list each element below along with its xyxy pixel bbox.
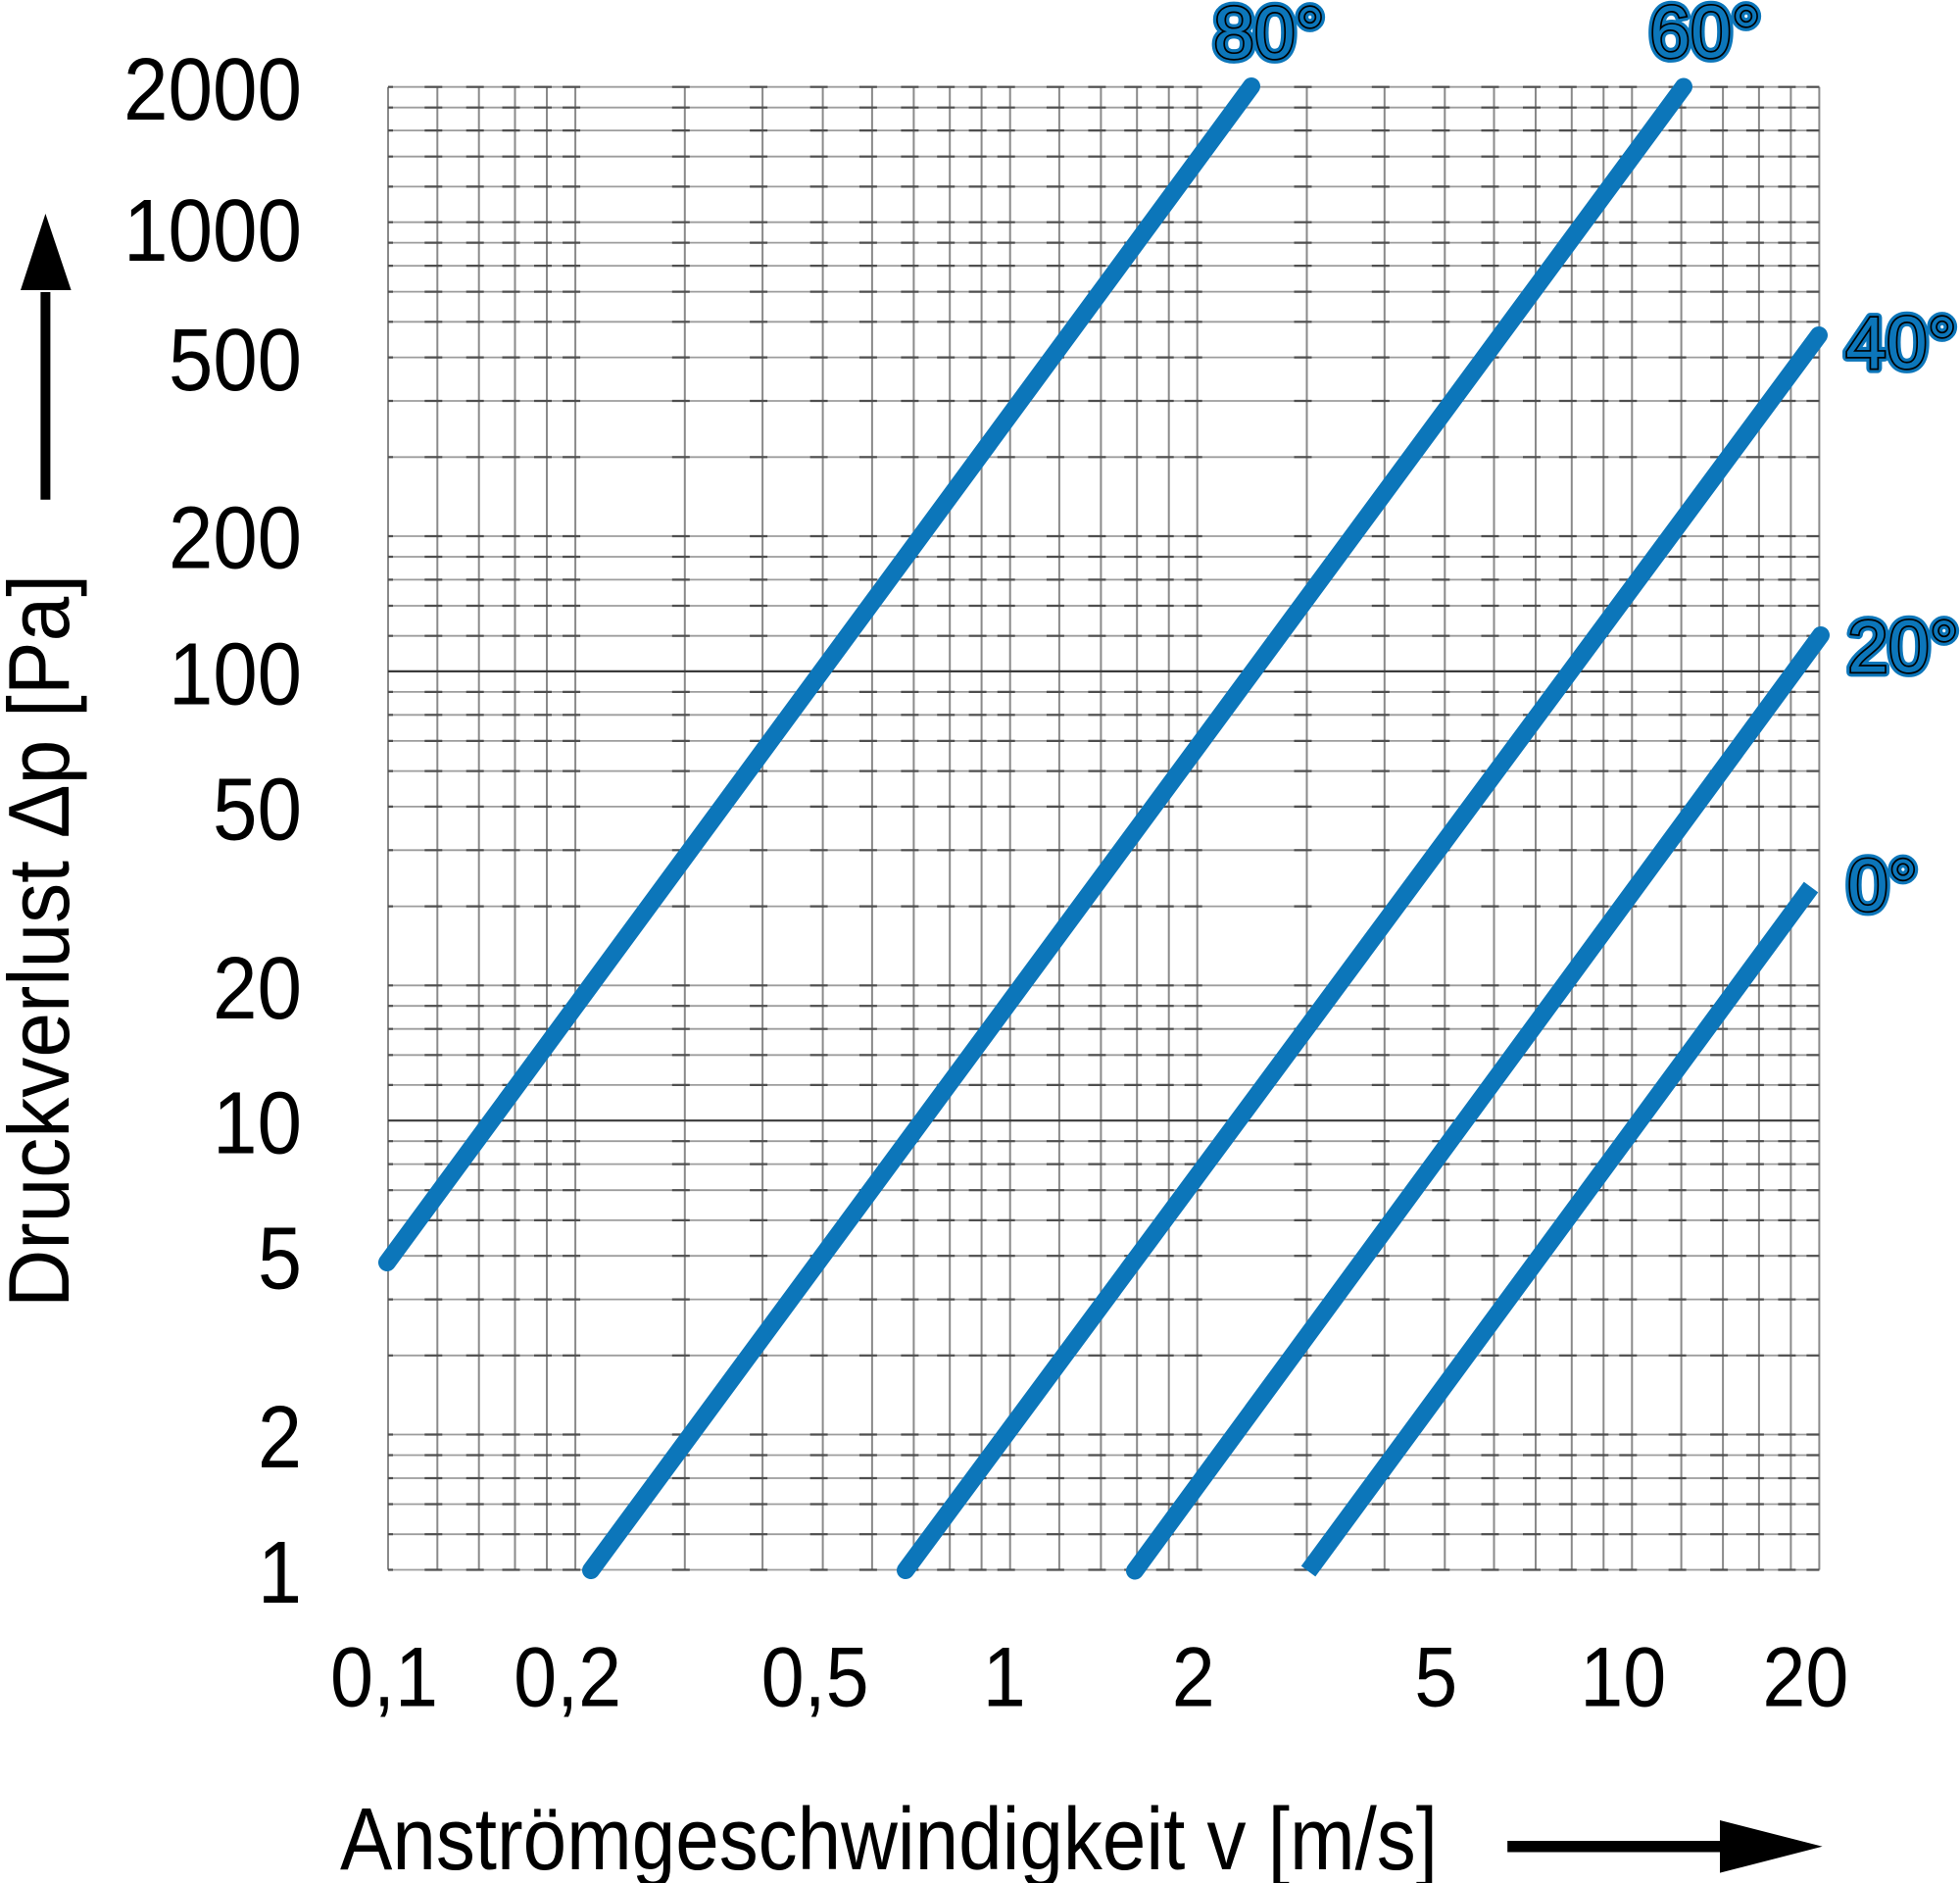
svg-text:0°: 0° xyxy=(1847,844,1918,926)
svg-text:0°: 0° xyxy=(1847,844,1918,926)
svg-text:20: 20 xyxy=(213,940,302,1038)
svg-text:10: 10 xyxy=(1580,1631,1666,1725)
svg-text:40°: 40° xyxy=(1845,302,1956,384)
svg-text:Druckverlust Δp [Pa]: Druckverlust Δp [Pa] xyxy=(0,574,87,1308)
svg-text:40°: 40° xyxy=(1845,302,1956,384)
svg-text:2000: 2000 xyxy=(123,41,302,139)
svg-text:100: 100 xyxy=(169,625,302,723)
svg-text:20°: 20° xyxy=(1847,606,1958,688)
svg-text:2: 2 xyxy=(1172,1631,1215,1725)
svg-text:60°: 60° xyxy=(1649,0,1760,74)
svg-text:80°: 80° xyxy=(1213,0,1324,74)
svg-text:0°: 0° xyxy=(1847,844,1918,926)
svg-text:200: 200 xyxy=(169,490,302,588)
svg-text:5: 5 xyxy=(1414,1631,1457,1725)
svg-text:60°: 60° xyxy=(1649,0,1760,74)
svg-text:60°: 60° xyxy=(1649,0,1760,74)
svg-text:1000: 1000 xyxy=(123,182,302,280)
svg-text:5: 5 xyxy=(258,1211,302,1309)
svg-text:80°: 80° xyxy=(1213,0,1324,74)
svg-text:20°: 20° xyxy=(1847,606,1958,688)
svg-text:40°: 40° xyxy=(1845,302,1956,384)
svg-text:0,5: 0,5 xyxy=(761,1631,869,1725)
svg-text:500: 500 xyxy=(169,312,302,410)
svg-text:1: 1 xyxy=(983,1631,1026,1725)
svg-text:20: 20 xyxy=(1762,1631,1848,1725)
svg-text:1: 1 xyxy=(258,1524,302,1622)
svg-text:2: 2 xyxy=(258,1389,302,1487)
svg-text:Anströmgeschwindigkeit v [m/s]: Anströmgeschwindigkeit v [m/s] xyxy=(340,1791,1438,1883)
svg-text:80°: 80° xyxy=(1213,0,1324,74)
svg-text:20°: 20° xyxy=(1847,606,1958,688)
svg-text:10: 10 xyxy=(213,1075,302,1173)
svg-text:50: 50 xyxy=(213,761,302,859)
svg-text:0,2: 0,2 xyxy=(514,1631,621,1725)
svg-text:0,1: 0,1 xyxy=(330,1631,438,1725)
